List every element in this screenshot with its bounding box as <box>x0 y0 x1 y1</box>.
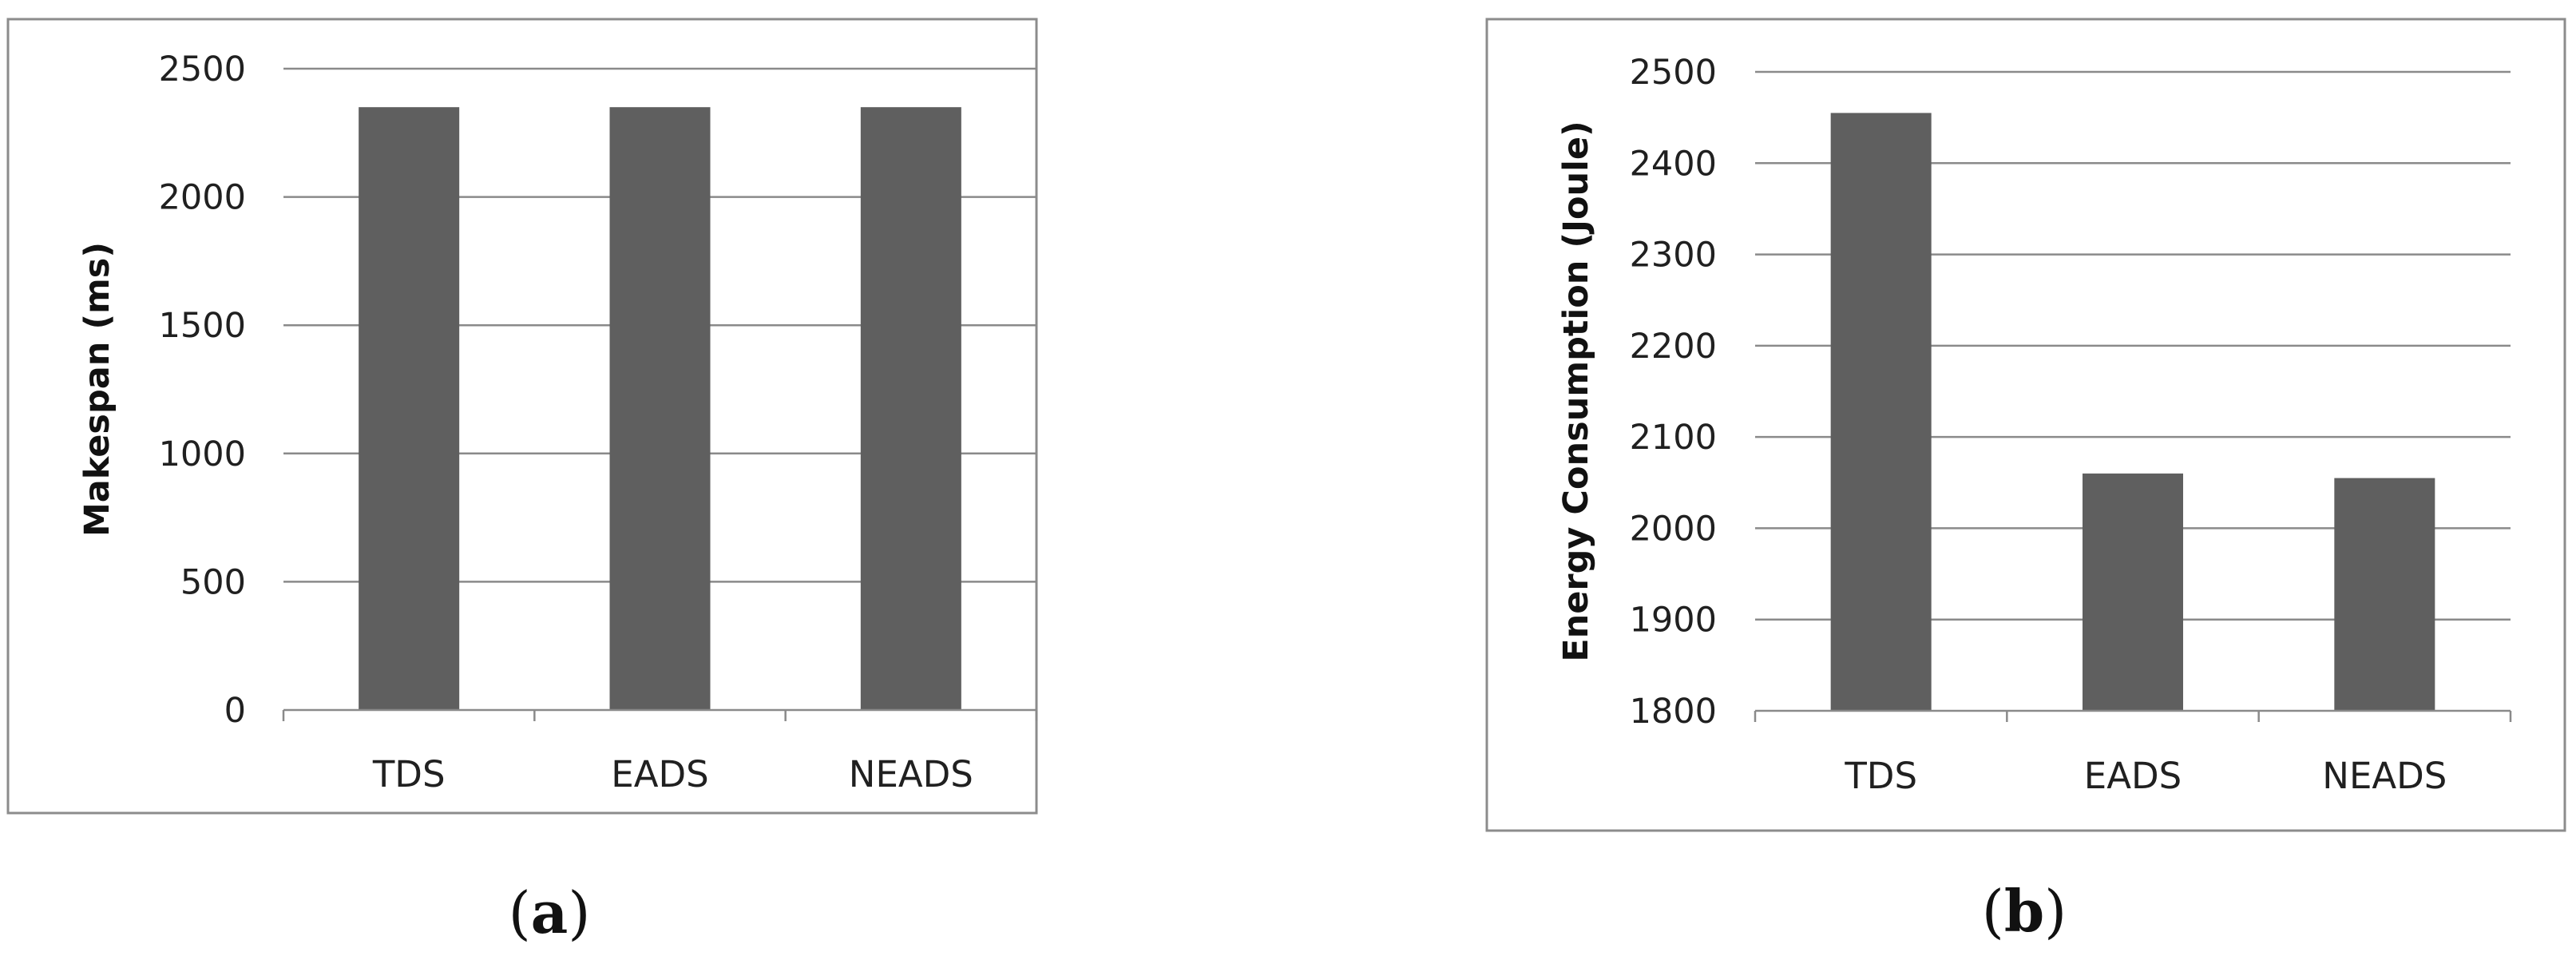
y-axis-label: Makespan (ms) <box>77 242 117 537</box>
y-tick-label: 2300 <box>1630 236 1717 276</box>
panel-label-open: ( <box>1982 878 2004 945</box>
y-tick-label: 0 <box>224 691 246 731</box>
chart-b: 1800 1900 2000 2100 2200 2300 2400 2500 TDS EADS N… <box>1485 18 2566 945</box>
y-tick-label: 2000 <box>159 178 246 218</box>
x-tick-label: EADS <box>611 753 708 795</box>
x-tick-label: TDS <box>372 753 446 795</box>
bar-tds <box>359 107 460 710</box>
y-tick-label: 2100 <box>1630 418 1717 458</box>
x-tick-label: EADS <box>2084 755 2182 797</box>
bar-eads <box>2083 473 2183 711</box>
y-tick-label: 2400 <box>1630 144 1717 184</box>
panel-label-open: ( <box>509 879 531 946</box>
x-tick-label: TDS <box>1844 755 1917 797</box>
panel-label: (b) <box>1982 877 2067 945</box>
y-axis-label: Energy Consumption (Joule) <box>1556 121 1596 661</box>
panel-label-close: ) <box>2044 878 2067 945</box>
x-tick-label: NEADS <box>849 753 973 795</box>
y-tick-label: 500 <box>180 562 246 602</box>
y-tick-label: 1000 <box>159 434 246 474</box>
panel-label-letter: b <box>2004 877 2044 945</box>
y-tick-label: 1500 <box>159 306 246 346</box>
bar-neads <box>860 107 961 710</box>
panel-label: (a) <box>509 879 591 946</box>
x-tick-label: NEADS <box>2322 755 2447 797</box>
panel-label-close: ) <box>568 879 590 946</box>
panel-label-letter: a <box>531 879 569 946</box>
y-tick-label: 2500 <box>159 50 246 89</box>
y-tick-label: 1800 <box>1630 692 1717 732</box>
bar-eads <box>609 107 711 710</box>
y-tick-label: 1900 <box>1630 601 1717 641</box>
y-tick-label: 2000 <box>1630 509 1717 549</box>
y-tick-label: 2200 <box>1630 327 1717 367</box>
y-tick-label: 2500 <box>1630 53 1717 93</box>
bar-neads <box>2334 478 2435 711</box>
bar-tds <box>1830 113 1932 711</box>
chart-a: 0 500 1000 1500 2000 2500 TDS EADS NEADS Makespan… <box>6 18 1038 946</box>
